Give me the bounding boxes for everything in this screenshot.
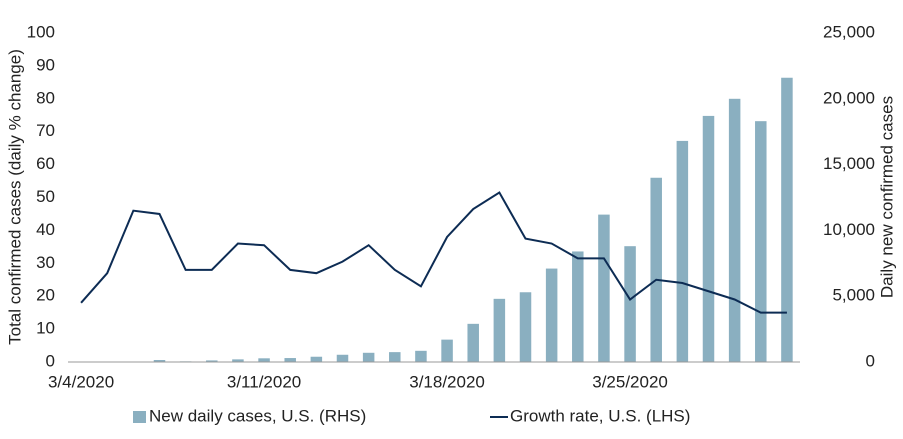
- bar: [415, 350, 427, 362]
- bar: [284, 358, 296, 362]
- bar: [728, 98, 741, 363]
- bar: [441, 339, 453, 362]
- bar: [598, 214, 610, 362]
- y-tick-label: 100: [27, 22, 55, 41]
- y2-tick-label: 10,000: [823, 220, 875, 239]
- y2-tick-label: 5,000: [832, 286, 875, 305]
- bar: [362, 352, 375, 362]
- bar: [493, 298, 506, 362]
- bar: [336, 354, 349, 362]
- x-tick-label: 3/18/2020: [409, 372, 485, 391]
- y-tick-label: 80: [36, 88, 55, 107]
- bar: [624, 246, 636, 362]
- y2-tick-label: 20,000: [823, 88, 875, 107]
- y2-tick-label: 0: [866, 351, 875, 370]
- y2-tick-label: 25,000: [823, 22, 875, 41]
- bar: [702, 115, 715, 363]
- x-tick-label: 3/25/2020: [592, 372, 668, 391]
- bar: [153, 360, 166, 362]
- y-tick-label: 50: [36, 187, 55, 206]
- bar: [755, 121, 767, 362]
- y-tick-label: 0: [46, 351, 55, 370]
- bar: [258, 358, 270, 362]
- y-axis-label: Total confirmed cases (daily % change): [5, 49, 24, 345]
- bar: [650, 177, 662, 362]
- legend-swatch: [133, 411, 146, 423]
- legend-label: Growth rate, U.S. (LHS): [510, 406, 690, 425]
- y-tick-label: 20: [36, 286, 55, 305]
- bar: [232, 359, 244, 362]
- y-tick-label: 40: [36, 220, 55, 239]
- x-tick-label: 3/11/2020: [227, 372, 301, 391]
- x-tick-label: 3/4/2020: [48, 372, 114, 391]
- bar: [206, 360, 218, 362]
- y-tick-label: 10: [36, 319, 55, 338]
- y-tick-label: 90: [36, 55, 55, 74]
- y-tick-label: 70: [36, 121, 55, 140]
- bar: [389, 352, 401, 362]
- bar: [545, 268, 558, 362]
- y-tick-label: 30: [36, 253, 55, 272]
- bar: [676, 140, 689, 362]
- y-tick-label: 60: [36, 154, 55, 173]
- bar: [572, 251, 584, 362]
- y2-tick-label: 15,000: [823, 154, 875, 173]
- line: [80, 191, 787, 314]
- bar: [310, 356, 323, 362]
- bar: [467, 323, 479, 362]
- y2-axis-label: Daily new confirmed cases: [877, 96, 896, 298]
- bar: [519, 292, 532, 362]
- legend-label: New daily cases, U.S. (RHS): [149, 406, 366, 425]
- bar: [781, 77, 793, 362]
